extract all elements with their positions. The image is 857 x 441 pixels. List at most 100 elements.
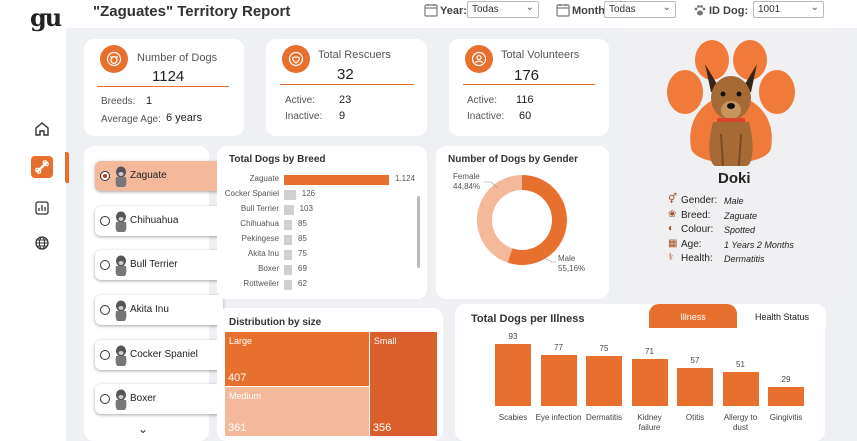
breed-option[interactable]: Chihuahua — [95, 206, 223, 236]
illness-bar[interactable] — [586, 356, 622, 406]
bar[interactable] — [284, 220, 292, 230]
breed-option-label: Cocker Spaniel — [130, 349, 198, 360]
donut-segment-male[interactable] — [507, 175, 567, 265]
calendar-icon — [556, 4, 570, 17]
breed-option[interactable]: Boxer — [95, 384, 223, 414]
profile-field-value: Zaguate — [724, 210, 758, 221]
bar[interactable] — [284, 190, 296, 200]
illness-bar-label: Otitis — [685, 413, 705, 422]
illness-bar-label: Kidney failure — [637, 413, 662, 432]
illness-bar-value: 93 — [508, 332, 518, 341]
scrollbar[interactable] — [417, 196, 420, 268]
chevron-down-icon: ⌄ — [525, 2, 534, 13]
kpi-dogs-title: Number of Dogs — [137, 52, 218, 64]
slicer-accent-bar — [66, 153, 69, 183]
kpi-divider — [280, 84, 414, 85]
kpi-dogs-sub2-label: Average Age: — [101, 114, 161, 125]
profile-field-label: Breed: — [681, 209, 711, 221]
male-label: Male — [558, 254, 576, 263]
bar-value: 69 — [298, 264, 307, 273]
year-filter-dropdown[interactable]: Todas ⌄ — [467, 1, 539, 18]
illness-bar[interactable] — [631, 358, 668, 406]
profile-field-value: Spotted — [724, 225, 756, 235]
chevron-down-icon: ⌄ — [810, 2, 819, 13]
home-icon[interactable] — [31, 118, 53, 140]
bar[interactable] — [284, 265, 292, 275]
male-pct: 55,16% — [558, 264, 586, 273]
kpi-dogs-value: 1124 — [152, 68, 185, 85]
breed-chart-card: Total Dogs by Breed — [217, 146, 427, 299]
sidebar — [0, 0, 66, 441]
bar-label: Boxer — [258, 264, 279, 273]
kpi-rescuers-value: 32 — [337, 66, 354, 83]
radio-button[interactable] — [100, 171, 110, 181]
id-dog-filter-dropdown[interactable]: 1001 ⌄ — [753, 1, 824, 18]
size-chart-title: Distribution by size — [229, 317, 322, 328]
kpi-volunteers-sub1-value: 116 — [516, 94, 534, 106]
profile-field-label: Colour: — [681, 224, 714, 235]
breed-option-label: Zaguate — [130, 170, 167, 181]
profile-field-value: Dermatitis — [724, 254, 765, 264]
tab-illness[interactable]: Illness — [649, 304, 737, 328]
profile-field-value: Male — [724, 196, 744, 206]
globe-icon[interactable] — [31, 232, 53, 254]
breed-option[interactable]: Cocker Spaniel — [95, 340, 223, 370]
radio-button[interactable] — [100, 394, 110, 404]
dog-photo — [705, 64, 757, 166]
illness-bar[interactable] — [722, 372, 759, 406]
donut-segment-female[interactable] — [477, 175, 522, 263]
breed-option[interactable]: Zaguate — [95, 161, 223, 191]
illness-bar[interactable] — [540, 354, 577, 406]
gender-chart-card: Number of Dogs by Gender Female 44,84% M… — [436, 146, 609, 299]
bar-label: Cocker Spaniel — [224, 189, 279, 198]
kpi-dogs-sub1-label: Breeds: — [101, 96, 136, 107]
illness-bar[interactable] — [495, 344, 531, 406]
gender-donut — [477, 175, 567, 265]
radio-button[interactable] — [100, 350, 110, 360]
gender-chart-title: Number of Dogs by Gender — [448, 154, 579, 165]
radio-button[interactable] — [100, 260, 110, 270]
chevron-down-icon: ⌄ — [662, 2, 671, 13]
dog-thumbnail — [115, 345, 127, 366]
dog-thumbnail — [115, 255, 127, 276]
bone-icon[interactable] — [31, 156, 53, 178]
breed-option[interactable]: Bull Terrier — [95, 250, 223, 280]
year-filter-label: Year: — [440, 5, 467, 17]
treemap-cell[interactable] — [225, 332, 369, 387]
illness-bar-label: Allergy to dust — [723, 413, 758, 432]
id-dog-filter-value: 1001 — [758, 4, 781, 15]
breed-option-label: Boxer — [130, 393, 157, 404]
treemap-label: Medium — [229, 391, 262, 402]
tab-health-status[interactable]: Health Status — [738, 304, 826, 328]
breed-option[interactable]: Akita Inu — [95, 295, 223, 325]
radio-button[interactable] — [100, 216, 110, 226]
bar-value: 62 — [298, 279, 307, 288]
calendar-icon: ▦ — [668, 237, 678, 249]
year-filter-value: Todas — [472, 4, 499, 15]
female-pct: 44,84% — [453, 182, 481, 191]
illness-bar[interactable] — [768, 386, 804, 406]
chevron-down-icon[interactable]: ⌄ — [138, 422, 149, 436]
profile-field-value: 1 Years 2 Months — [724, 239, 794, 250]
kpi-card-volunteers: Total Volunteers 176 Active: 116 Inactiv… — [449, 39, 609, 136]
month-filter-dropdown[interactable]: Todas ⌄ — [604, 1, 676, 18]
dog-thumbnail — [115, 166, 127, 187]
bar[interactable] — [284, 250, 292, 260]
heart-paw-icon — [282, 45, 310, 73]
bar-value: 126 — [301, 189, 316, 198]
chart-icon[interactable] — [31, 197, 53, 219]
illness-bar[interactable] — [677, 368, 713, 406]
radio-button[interactable] — [100, 305, 110, 315]
bar[interactable] — [284, 175, 389, 185]
profile-field-label: Health: — [681, 253, 713, 264]
kpi-dogs-sub2-value: 6 years — [166, 112, 203, 124]
kpi-divider — [97, 86, 229, 87]
bar[interactable] — [284, 280, 292, 290]
bar[interactable] — [284, 205, 294, 215]
treemap-cell[interactable] — [225, 387, 369, 436]
dog-thumbnail — [115, 300, 127, 321]
treemap-cell[interactable] — [369, 332, 437, 436]
bar[interactable] — [284, 235, 292, 245]
illness-bar-value: 57 — [690, 356, 700, 365]
illness-bar-value: 29 — [781, 374, 791, 384]
